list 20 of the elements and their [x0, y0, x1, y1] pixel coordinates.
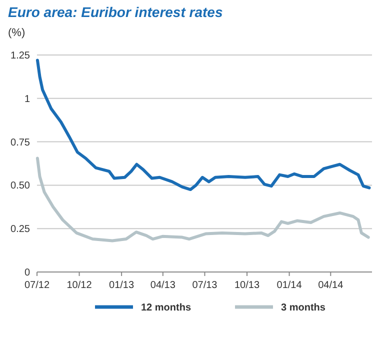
line-series: [36, 156, 370, 242]
y-axis-title: (%): [8, 27, 26, 39]
x-tick-label: 10/12: [66, 280, 92, 291]
x-tick-label: 01/14: [276, 280, 302, 291]
y-tick-label: 1.25: [10, 50, 30, 62]
y-tick-label: 0.50: [10, 180, 30, 192]
y-tick-label: 0.75: [10, 137, 30, 148]
y-tick-label: 1: [24, 94, 30, 105]
line-series: [36, 58, 371, 192]
legend-label: 3 months: [281, 302, 326, 314]
x-tick-label: 07/13: [192, 280, 218, 291]
x-tick-label: 04/14: [318, 280, 344, 291]
x-tick-label: 01/13: [109, 280, 134, 291]
chart-title: Euro area: Euribor interest rates: [8, 4, 223, 20]
x-tick-label: 07/12: [24, 280, 50, 291]
legend-label: 12 months: [141, 302, 192, 314]
x-tick-label: 04/13: [150, 280, 176, 291]
y-tick-label: 0.25: [10, 224, 30, 236]
y-tick-label: 0: [24, 268, 30, 278]
x-tick-label: 10/13: [234, 280, 260, 291]
